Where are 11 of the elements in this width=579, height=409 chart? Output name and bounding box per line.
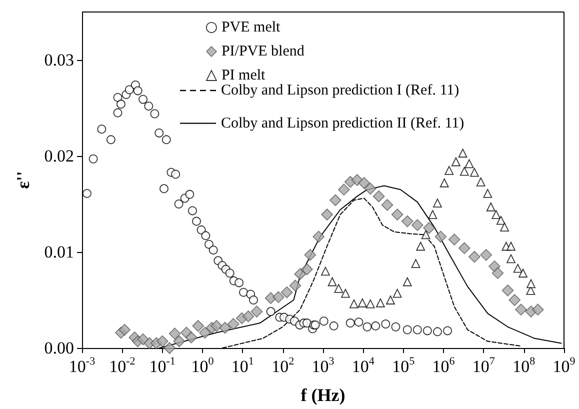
legend-label: PI/PVE blend bbox=[221, 44, 305, 60]
legend-label: PVE melt bbox=[221, 20, 282, 36]
legend-label: Colby and Lipson prediction I (Ref. 11) bbox=[221, 82, 460, 98]
legend-label: Colby and Lipson prediction II (Ref. 11) bbox=[221, 115, 464, 132]
x-axis-title: f (Hz) bbox=[300, 385, 346, 405]
y-tick-label: 0.00 bbox=[44, 338, 74, 358]
y-tick-label: 0.03 bbox=[44, 50, 74, 70]
y-tick-label: 0.01 bbox=[44, 242, 74, 262]
legend-label: PI melt bbox=[221, 68, 266, 84]
y-axis-title: ε'' bbox=[13, 171, 33, 189]
y-tick-label: 0.02 bbox=[44, 146, 74, 166]
